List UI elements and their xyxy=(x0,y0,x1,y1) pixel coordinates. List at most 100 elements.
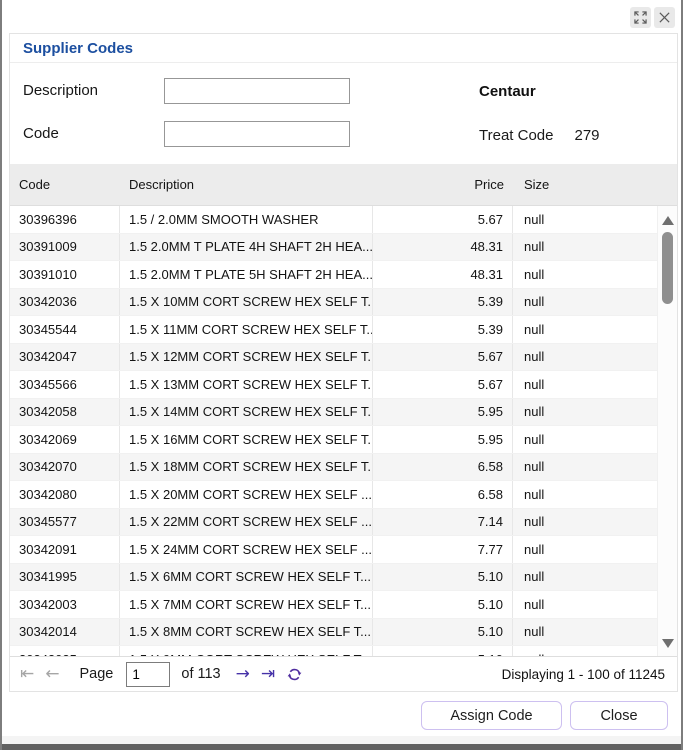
column-header-price[interactable]: Price xyxy=(474,177,504,192)
table-row[interactable]: 30345577 1.5 X 22MM CORT SCREW HEX SELF … xyxy=(10,508,657,536)
cell-size: null xyxy=(524,486,545,502)
supplier-info: Centaur Treat Code 279 xyxy=(479,77,663,164)
first-page-button[interactable]: ⇤ xyxy=(20,663,35,684)
table-row[interactable]: 30342003 1.5 X 7MM CORT SCREW HEX SELF T… xyxy=(10,591,657,619)
cell-description: 1.5 X 22MM CORT SCREW HEX SELF ... xyxy=(120,508,373,535)
maximize-button[interactable] xyxy=(630,7,651,28)
cell-price: 6.58 xyxy=(373,481,513,508)
filter-form: Description Code Centaur Treat Code 279 xyxy=(10,63,677,164)
close-window-button[interactable] xyxy=(654,7,675,28)
cell-price: 5.39 xyxy=(373,316,513,343)
bottom-strip xyxy=(2,736,681,744)
cell-description: 1.5 X 6MM CORT SCREW HEX SELF T... xyxy=(120,563,373,590)
cell-price: 48.31 xyxy=(373,261,513,288)
table-row[interactable]: 30391010 1.5 2.0MM T PLATE 5H SHAFT 2H H… xyxy=(10,261,657,289)
window-bottom-edge xyxy=(2,744,681,750)
table-scrollbar[interactable] xyxy=(657,206,677,656)
cell-price: 48.31 xyxy=(373,233,513,260)
table-row[interactable]: 30342070 1.5 X 18MM CORT SCREW HEX SELF … xyxy=(10,453,657,481)
treat-code-value: 279 xyxy=(574,127,600,144)
cell-code: 30342003 xyxy=(10,591,120,618)
column-header-size[interactable]: Size xyxy=(524,177,550,192)
scrollbar-thumb[interactable] xyxy=(662,232,673,304)
cell-size: null xyxy=(524,349,545,365)
table-row[interactable]: 30342014 1.5 X 8MM CORT SCREW HEX SELF T… xyxy=(10,618,657,646)
cell-size: null xyxy=(524,211,545,227)
page-title: Supplier Codes xyxy=(23,39,134,57)
cell-description: 1.5 X 16MM CORT SCREW HEX SELF T... xyxy=(120,426,373,453)
cell-price: 6.58 xyxy=(373,453,513,480)
column-header-description[interactable]: Description xyxy=(129,177,195,192)
table-row[interactable]: 30345544 1.5 X 11MM CORT SCREW HEX SELF … xyxy=(10,316,657,344)
cell-description: 1.5 X 12MM CORT SCREW HEX SELF T... xyxy=(120,343,373,370)
cell-size: null xyxy=(524,431,545,447)
table-row[interactable]: 30391009 1.5 2.0MM T PLATE 4H SHAFT 2H H… xyxy=(10,233,657,261)
cell-code: 30342091 xyxy=(10,536,120,563)
table-row[interactable]: 30341995 1.5 X 6MM CORT SCREW HEX SELF T… xyxy=(10,563,657,591)
cell-description: 1.5 2.0MM T PLATE 4H SHAFT 2H HEA... xyxy=(120,233,373,260)
scroll-down-arrow[interactable] xyxy=(662,639,674,648)
cell-size: null xyxy=(524,459,545,475)
table-body-wrap: 30396396 1.5 / 2.0MM SMOOTH WASHER 5.67 … xyxy=(10,206,677,656)
table-row[interactable]: 30396396 1.5 / 2.0MM SMOOTH WASHER 5.67 … xyxy=(10,206,657,234)
cell-price: 5.95 xyxy=(373,398,513,425)
cell-description: 1.5 X 7MM CORT SCREW HEX SELF T... xyxy=(120,591,373,618)
cell-description: 1.5 X 24MM CORT SCREW HEX SELF ... xyxy=(120,536,373,563)
code-label: Code xyxy=(23,125,59,142)
treat-code-label: Treat Code xyxy=(479,127,554,144)
paging-status: Displaying 1 - 100 of 11245 xyxy=(501,666,665,682)
page-count-label: of 113 xyxy=(181,666,221,682)
dialog-footer: Assign Code Close xyxy=(421,701,668,730)
table-row[interactable]: 30342025 1.5 X 9MM CORT SCREW HEX SELF T… xyxy=(10,646,657,656)
table-row[interactable]: 30342069 1.5 X 16MM CORT SCREW HEX SELF … xyxy=(10,426,657,454)
cell-size: null xyxy=(524,294,545,310)
next-page-button[interactable]: → xyxy=(235,663,250,684)
page-number-input[interactable] xyxy=(126,661,171,687)
table-row[interactable]: 30342047 1.5 X 12MM CORT SCREW HEX SELF … xyxy=(10,343,657,371)
cell-code: 30345566 xyxy=(10,371,120,398)
table-row[interactable]: 30342080 1.5 X 20MM CORT SCREW HEX SELF … xyxy=(10,481,657,509)
cell-description: 1.5 X 13MM CORT SCREW HEX SELF T... xyxy=(120,371,373,398)
table-row[interactable]: 30342036 1.5 X 10MM CORT SCREW HEX SELF … xyxy=(10,288,657,316)
table-row[interactable]: 30345566 1.5 X 13MM CORT SCREW HEX SELF … xyxy=(10,371,657,399)
description-input[interactable] xyxy=(164,77,350,104)
cell-size: null xyxy=(524,404,545,420)
page-label: Page xyxy=(79,666,114,682)
table-row[interactable]: 30342091 1.5 X 24MM CORT SCREW HEX SELF … xyxy=(10,536,657,564)
cell-code: 30342069 xyxy=(10,426,120,453)
close-icon xyxy=(658,11,671,24)
column-header-code[interactable]: Code xyxy=(19,177,51,192)
refresh-button[interactable] xyxy=(286,666,303,683)
cell-code: 30342014 xyxy=(10,618,120,645)
cell-size: null xyxy=(524,541,545,557)
last-page-button[interactable]: ⇥ xyxy=(260,663,276,684)
cell-code: 30342058 xyxy=(10,398,120,425)
cell-size: null xyxy=(524,266,545,282)
supplier-codes-panel: Supplier Codes Description Code Centaur … xyxy=(9,33,678,692)
pagination-bar: ⇤ ← Page of 113 → ⇥ Displaying 1 - 100 o… xyxy=(10,656,677,691)
description-row: Description xyxy=(23,77,350,104)
cell-price: 7.77 xyxy=(373,536,513,563)
cell-code: 30342047 xyxy=(10,343,120,370)
code-input[interactable] xyxy=(164,120,350,147)
cell-code: 30391009 xyxy=(10,233,120,260)
scroll-up-arrow[interactable] xyxy=(661,216,674,225)
close-button[interactable]: Close xyxy=(570,701,668,730)
refresh-icon xyxy=(286,666,303,683)
window-titlebar xyxy=(630,7,675,28)
cell-code: 30342080 xyxy=(10,481,120,508)
assign-code-button[interactable]: Assign Code xyxy=(421,701,562,730)
cell-code: 30342036 xyxy=(10,288,120,315)
cell-description: 1.5 2.0MM T PLATE 5H SHAFT 2H HEA... xyxy=(120,261,373,288)
cell-price: 5.95 xyxy=(373,426,513,453)
cell-code: 30345577 xyxy=(10,508,120,535)
cell-size: null xyxy=(524,569,545,585)
previous-page-button[interactable]: ← xyxy=(45,663,60,684)
cell-size: null xyxy=(513,646,657,656)
cell-description: 1.5 X 11MM CORT SCREW HEX SELF T... xyxy=(120,316,373,343)
cell-description: 1.5 / 2.0MM SMOOTH WASHER xyxy=(120,206,373,233)
cell-size: null xyxy=(524,514,545,530)
table-row[interactable]: 30342058 1.5 X 14MM CORT SCREW HEX SELF … xyxy=(10,398,657,426)
cell-code: 30341995 xyxy=(10,563,120,590)
cell-price: 5.67 xyxy=(373,371,513,398)
